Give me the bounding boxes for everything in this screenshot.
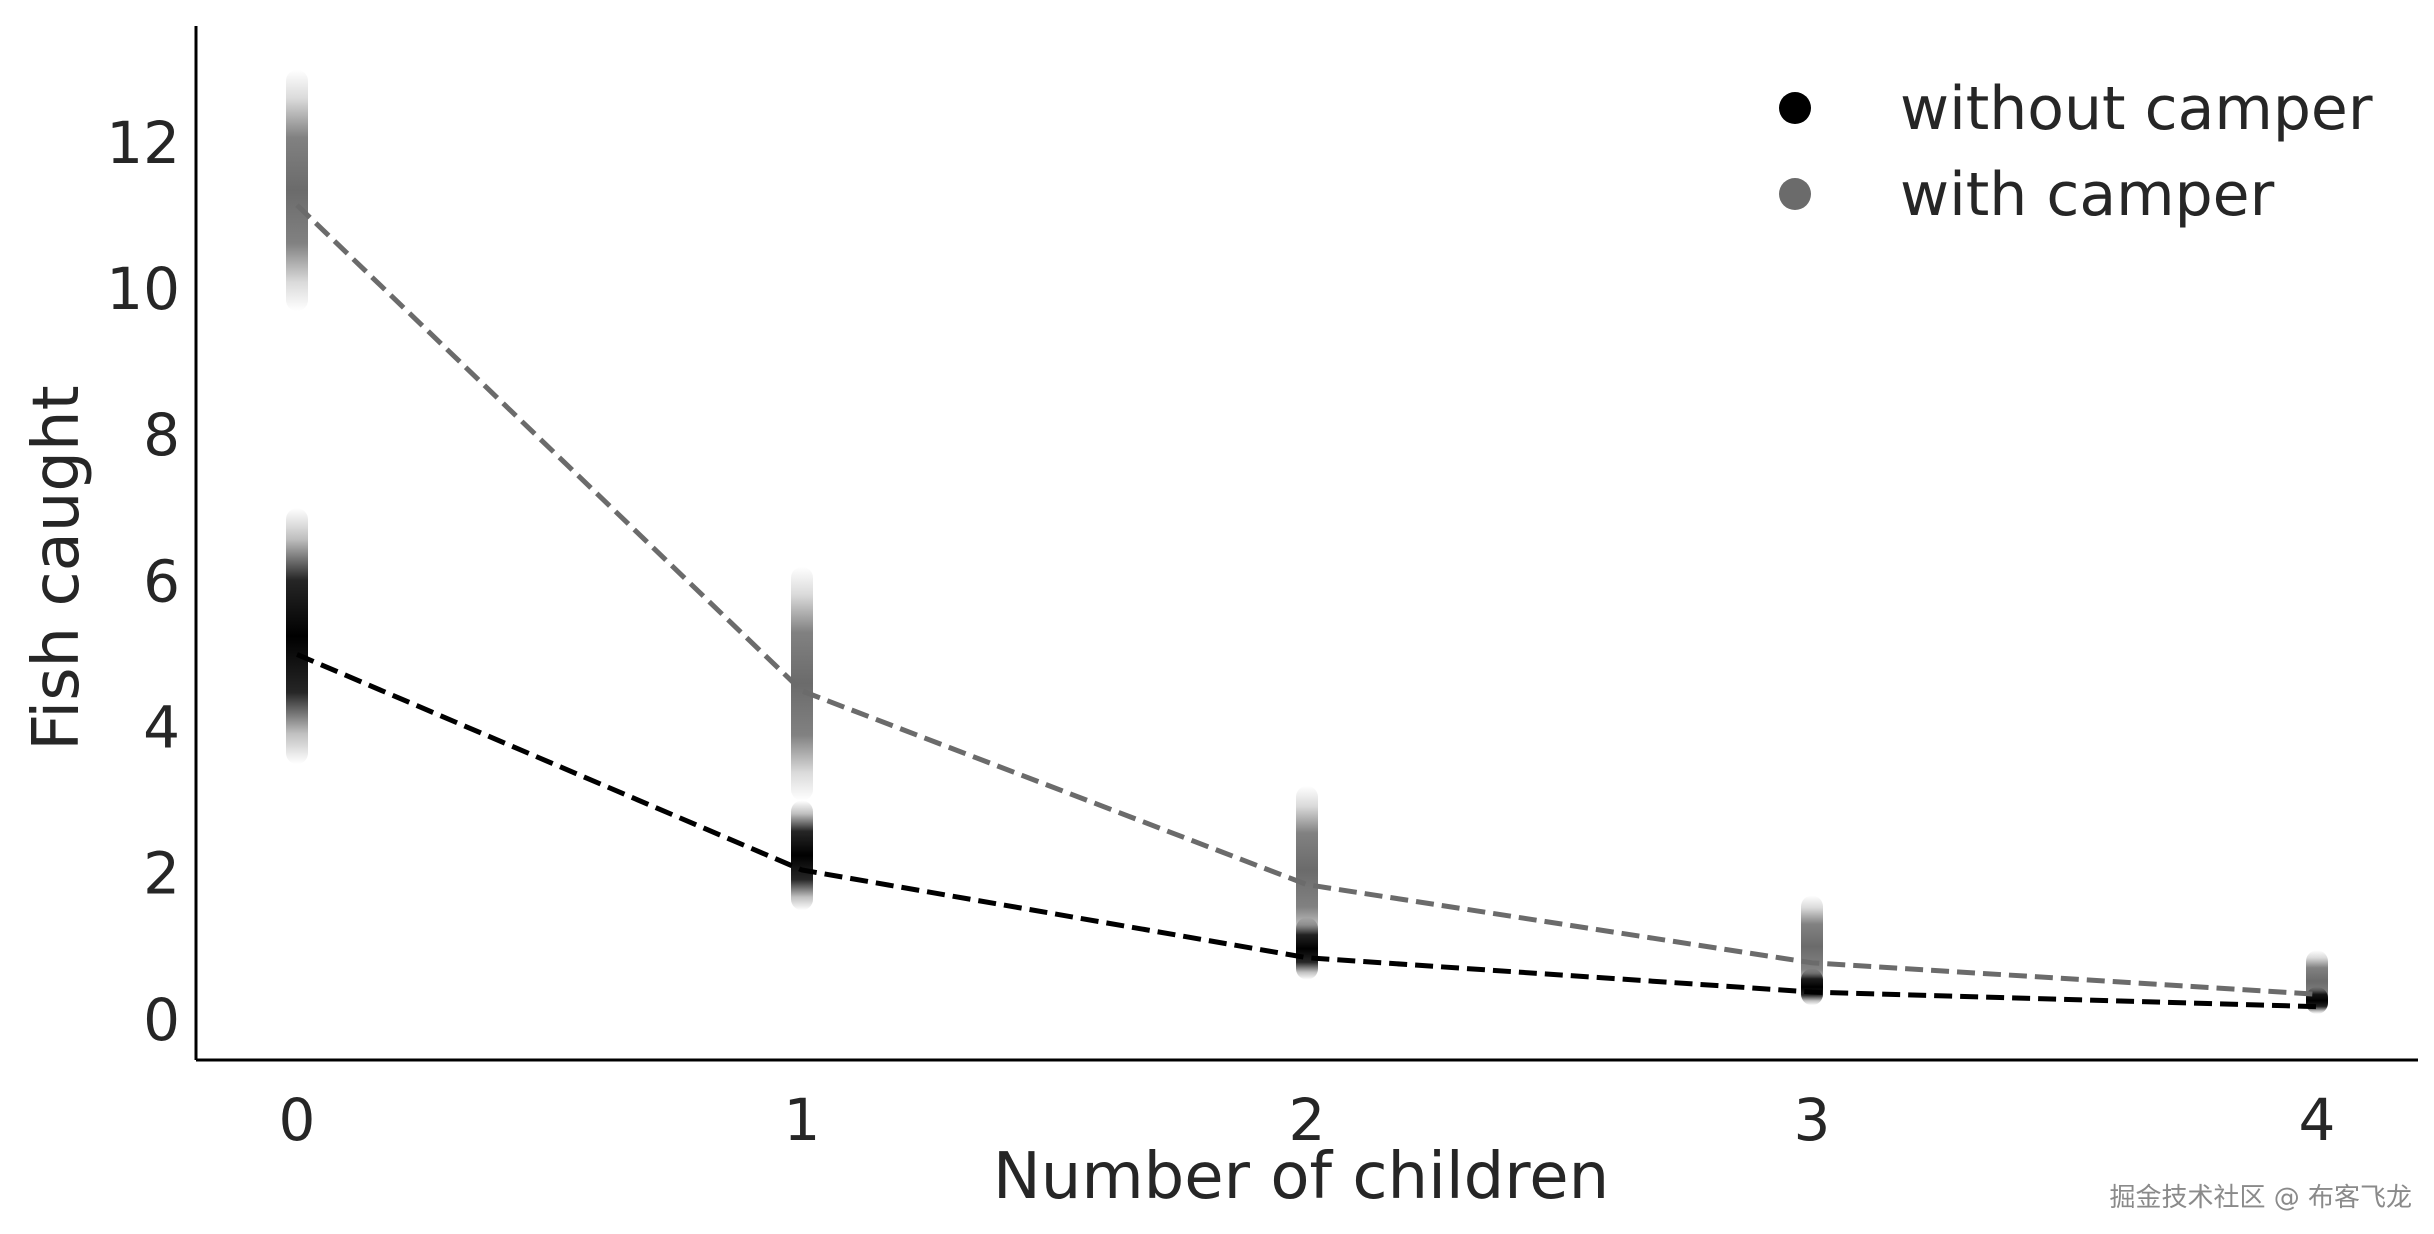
y-tick-labels: 0 2 4 6 8 10 12 xyxy=(106,109,180,1054)
scatter-band-without-camper-0 xyxy=(286,508,308,765)
legend-marker-with-camper xyxy=(1779,178,1811,210)
scatter-band-with-camper-0 xyxy=(286,69,308,311)
scatter-points xyxy=(286,69,2328,1014)
mean-lines xyxy=(295,203,2318,1010)
mean-line-without-camper xyxy=(296,652,2318,1010)
x-tick-label: 0 xyxy=(279,1086,316,1154)
scatter-band-without-camper-3 xyxy=(1801,968,1823,1006)
axes xyxy=(194,26,2418,1062)
x-tick-label: 4 xyxy=(2299,1086,2336,1154)
legend-label-without-camper: without camper xyxy=(1900,74,2373,144)
x-axis-label: Number of children xyxy=(993,1140,1609,1214)
legend-label-with-camper: with camper xyxy=(1900,160,2275,230)
legend: without camper with camper xyxy=(1779,74,2373,230)
y-tick-label: 8 xyxy=(143,401,180,469)
scatter-band-without-camper-1 xyxy=(791,800,813,911)
scatter-band-with-camper-2 xyxy=(1296,785,1318,955)
y-tick-label: 12 xyxy=(106,109,180,177)
y-tick-label: 6 xyxy=(143,547,180,615)
y-tick-label: 2 xyxy=(143,840,180,908)
scatter-band-without-camper-2 xyxy=(1296,917,1318,980)
y-tick-label: 4 xyxy=(143,694,180,762)
x-tick-label: 3 xyxy=(1794,1086,1831,1154)
y-tick-label: 10 xyxy=(106,255,180,323)
scatter-band-without-camper-4 xyxy=(2306,986,2328,1014)
x-tick-label: 1 xyxy=(784,1086,821,1154)
watermark: 掘金技术社区 @ 布客飞龙 xyxy=(2109,1183,2412,1213)
x-tick-labels: 0 1 2 3 4 xyxy=(279,1086,2336,1154)
scatter-band-with-camper-1 xyxy=(791,566,813,801)
y-tick-label: 0 xyxy=(143,986,180,1054)
x-tick-label: 2 xyxy=(1289,1086,1326,1154)
legend-marker-without-camper xyxy=(1779,92,1811,124)
y-axis-label: Fish caught xyxy=(20,385,94,750)
